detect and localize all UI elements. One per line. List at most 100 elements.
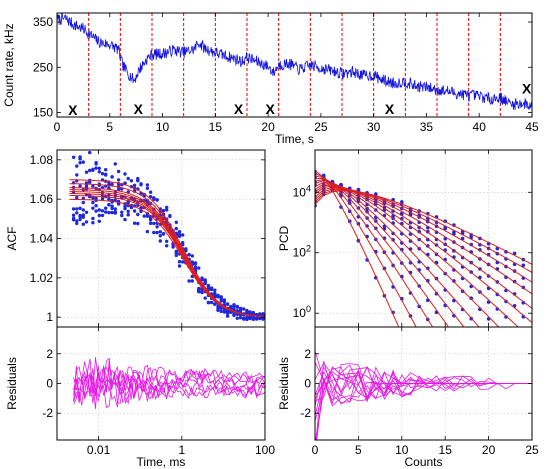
acf-data-point (120, 213, 124, 218)
acf-data-point (174, 251, 178, 255)
acf-data-point (91, 206, 95, 210)
acf-data-point (116, 178, 121, 182)
pcd-ylabel: PCD (277, 226, 291, 252)
acf-data-point (158, 239, 162, 243)
acf-fit-curve (69, 179, 265, 317)
acf-data-point (84, 184, 89, 188)
acf-data-point (190, 254, 194, 258)
acf-data-point (126, 201, 130, 205)
acf-data-point (242, 307, 246, 311)
acf-data-point (145, 186, 150, 190)
blinking-marker: X (385, 101, 395, 117)
acf-data-point (91, 168, 95, 172)
trace-border (56, 12, 533, 118)
pcd-data-point (408, 239, 413, 243)
pcd-residuals-panel: 0 5 10 15 20 25 -2 0 2 Counts Residuals (277, 326, 539, 469)
acf-data-point (113, 198, 118, 202)
acf-data-point (181, 241, 185, 245)
acf-data-point (75, 195, 79, 200)
acf-data-point (104, 210, 108, 214)
acf-data-point (110, 210, 114, 215)
acf-data-point (232, 303, 236, 307)
acf-res-xlabel: Time, ms (137, 455, 186, 469)
blinking-marker: X (522, 81, 532, 97)
trace-xtick-label: 5 (106, 120, 113, 134)
acf-data-point (91, 216, 95, 221)
acf-data-point (97, 166, 102, 170)
acf-data-point (225, 302, 230, 306)
acf-data-point (81, 200, 86, 205)
acf-data-point (75, 173, 79, 177)
pcd-ytick-label: 100 (293, 304, 311, 320)
acf-data-point (81, 160, 86, 164)
acf-data-point (148, 221, 153, 226)
acf-data-point (71, 216, 76, 221)
acf-data-point (84, 220, 89, 224)
pcd-data-point (521, 263, 526, 268)
acf-res-xtick-label: 1 (178, 443, 185, 457)
acf-data-point (245, 317, 249, 322)
acf-data-point (136, 221, 140, 226)
acf-residuals-panel: 0.01 1 100 -2 0 2 Time, ms Residuals (5, 326, 275, 469)
acf-data-point (219, 299, 223, 303)
acf-data-point (152, 230, 156, 235)
pcd-res-xtick-label: 5 (355, 443, 362, 457)
pcd-data-point (356, 187, 361, 192)
acf-data-point (184, 247, 188, 251)
acf-data-point (206, 284, 211, 288)
pcd-data-point (469, 296, 474, 301)
acf-data-point (219, 295, 223, 299)
acf-data-point (181, 260, 185, 264)
acf-data-point (213, 291, 217, 295)
acf-background (57, 150, 265, 327)
acf-res-ylabel: Residuals (5, 357, 19, 410)
pcd-fit-curve (315, 189, 532, 273)
acf-data-point (94, 209, 98, 213)
acf-res-ytick-label: -2 (42, 406, 53, 420)
acf-data-point (261, 317, 265, 321)
count-rate-series (57, 13, 532, 110)
trace-xtick-label: 15 (209, 120, 223, 134)
acf-data-point (123, 172, 127, 176)
acf-data-point (78, 217, 82, 222)
acf-data-point (232, 313, 236, 317)
acf-data-point (148, 190, 153, 194)
trace-xtick-label: 20 (261, 120, 275, 134)
acf-data-point (203, 281, 207, 286)
acf-data-point (235, 305, 239, 309)
acf-data-point (136, 212, 140, 217)
acf-data-point (126, 176, 130, 181)
pcd-panel: 100 102 104 PCD (277, 149, 533, 328)
acf-data-point (200, 290, 204, 295)
blinking-marker: X (134, 101, 144, 117)
acf-ytick-label: 1.02 (30, 271, 54, 285)
acf-data-point (123, 204, 127, 209)
acf-data-point (97, 170, 102, 174)
acf-data-point (100, 209, 105, 213)
trace-ytick-label: 350 (33, 15, 53, 29)
acf-data-point (91, 221, 95, 225)
pcd-data-point (426, 266, 430, 271)
pcd-ytick-label: 104 (293, 183, 311, 199)
pcd-data-point (460, 255, 465, 260)
acf-data-point (107, 210, 111, 215)
acf-data-point (161, 209, 166, 213)
acf-data-point (222, 310, 227, 314)
acf-data-point (222, 298, 227, 302)
acf-data-point (97, 208, 102, 212)
acf-data-point (129, 179, 134, 183)
acf-data-point (91, 196, 95, 200)
pcd-data-point (400, 200, 404, 204)
acf-data-point (132, 209, 137, 213)
acf-data-point (209, 300, 214, 305)
acf-data-point (174, 220, 178, 224)
acf-data-point (213, 288, 217, 292)
pcd-data-point (452, 268, 456, 272)
acf-data-point (216, 293, 220, 298)
pcd-fit-curve (315, 172, 417, 327)
acf-data-point (91, 200, 95, 205)
acf-data-point (193, 261, 198, 265)
trace-xtick-label: 40 (473, 120, 487, 134)
acf-data-point (91, 184, 95, 188)
